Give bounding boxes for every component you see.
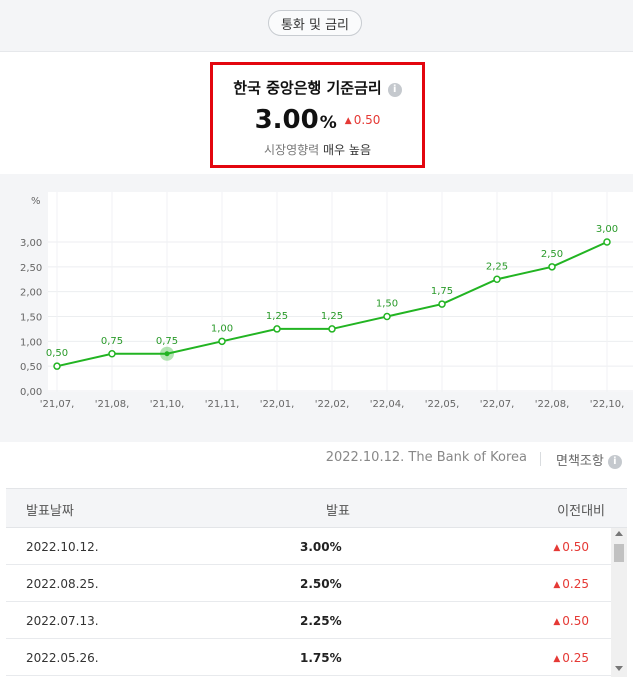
y-tick-label: 1,50 <box>20 313 42 324</box>
row-date: 2022.08.25. <box>26 577 99 591</box>
data-point <box>548 263 556 271</box>
table-row: 2022.08.25. 2.50% ▲ 0.25 <box>6 565 611 602</box>
x-tick-label: '22,10, <box>590 399 625 410</box>
info-icon[interactable]: i <box>387 83 402 97</box>
table-row: 2022.10.12. 3.00% ▲ 0.50 <box>6 528 611 565</box>
row-date: 2022.05.26. <box>26 651 99 665</box>
data-point <box>493 275 501 283</box>
rate-title-row: 한국 중앙은행 기준금리 i <box>213 77 422 98</box>
rate-unit: % <box>319 113 337 133</box>
data-point <box>383 312 391 321</box>
up-arrow-icon: ▲ <box>553 580 561 590</box>
data-point <box>164 351 170 357</box>
row-change: ▲ 0.50 <box>553 614 589 628</box>
history-table: 2022.10.12. 3.00% ▲ 0.50 2022.08.25. 2.50… <box>6 528 611 676</box>
row-change-value: 0.25 <box>562 577 589 591</box>
rate-value: 3.00 <box>254 105 319 135</box>
data-point <box>218 337 226 346</box>
category-pill-button[interactable]: 통화 및 금리 <box>268 10 362 36</box>
row-value: 2.25% <box>300 614 342 628</box>
data-label: 1,25 <box>266 311 288 322</box>
x-tick-label: '22,07, <box>480 399 515 410</box>
y-tick-label: 0,50 <box>20 362 42 373</box>
row-value: 2.50% <box>300 577 342 591</box>
y-tick-label: 2,50 <box>20 263 42 274</box>
table-row: 2022.05.26. 1.75% ▲ 0.25 <box>6 639 611 676</box>
x-tick-label: '21,11, <box>205 399 240 410</box>
row-change: ▲ 0.25 <box>553 577 589 591</box>
x-tick-label: '22,08, <box>535 399 570 410</box>
x-tick-label: '21,10, <box>150 399 185 410</box>
data-point <box>53 362 61 370</box>
x-tick-label: '22,01, <box>260 399 295 410</box>
data-label: 1,00 <box>211 323 233 334</box>
disclaimer-link[interactable]: 면책조항 i <box>556 450 622 469</box>
scroll-down-icon[interactable] <box>615 666 623 671</box>
header-change: 이전대비 <box>557 504 605 519</box>
data-label: 2,50 <box>541 249 563 260</box>
data-label: 1,75 <box>431 286 453 297</box>
market-influence-label: 시장영향력 <box>263 143 320 157</box>
disclaimer-label: 면책조항 <box>556 454 604 469</box>
rate-title: 한국 중앙은행 기준금리 <box>233 79 382 97</box>
rate-value-row: 3.00% ▲ 0.50 <box>213 105 422 135</box>
up-arrow-icon: ▲ <box>344 116 352 126</box>
data-point <box>108 350 116 358</box>
data-label: 0,75 <box>156 336 178 347</box>
data-point <box>328 325 336 333</box>
data-point <box>603 238 611 246</box>
row-change: ▲ 0.25 <box>553 651 589 665</box>
x-tick-label: '22,05, <box>425 399 460 410</box>
data-point <box>273 325 281 333</box>
data-label: 3,00 <box>596 224 618 235</box>
data-point <box>438 300 446 308</box>
scroll-thumb[interactable] <box>614 544 624 562</box>
x-tick-label: '21,07, <box>40 399 75 410</box>
header-value: 발표 <box>326 504 350 519</box>
row-value: 3.00% <box>300 540 342 554</box>
table-scrollbar[interactable] <box>611 528 627 677</box>
market-influence-level: 매우 높음 <box>323 143 371 157</box>
table-header: 발표날짜 발표 이전대비 <box>6 488 627 528</box>
base-rate-card: 한국 중앙은행 기준금리 i 3.00% ▲ 0.50 시장영향력 매우 높음 <box>210 62 425 168</box>
source-row: 2022.10.12. The Bank of Korea 면책조항 i <box>0 450 633 470</box>
x-tick-label: '21,08, <box>95 399 130 410</box>
row-change-value: 0.50 <box>562 540 589 554</box>
market-influence: 시장영향력 매우 높음 <box>213 141 422 158</box>
row-change-value: 0.25 <box>562 651 589 665</box>
x-tick-label: '22,02, <box>315 399 350 410</box>
data-label: 0,50 <box>46 348 68 359</box>
scroll-up-icon[interactable] <box>615 531 623 536</box>
row-value: 1.75% <box>300 651 342 665</box>
data-label: 1,50 <box>376 299 398 310</box>
x-tick-label: '22,04, <box>370 399 405 410</box>
header-date: 발표날짜 <box>26 504 74 519</box>
row-date: 2022.10.12. <box>26 540 99 554</box>
up-arrow-icon: ▲ <box>553 543 561 553</box>
table-row: 2022.07.13. 2.25% ▲ 0.50 <box>6 602 611 639</box>
chart-section: 0,00 0,50 1,00 1,50 2,00 2,50 3,00% '21,07, '21,… <box>0 174 633 442</box>
data-label: 0,75 <box>101 336 123 347</box>
source-text: 2022.10.12. The Bank of Korea <box>325 450 527 465</box>
row-date: 2022.07.13. <box>26 614 99 628</box>
rate-change: ▲ 0.50 <box>345 113 381 127</box>
up-arrow-icon: ▲ <box>553 617 561 627</box>
top-band: 통화 및 금리 <box>0 0 633 52</box>
info-icon[interactable]: i <box>607 455 622 469</box>
data-label: 1,25 <box>321 311 343 322</box>
y-tick-label: 0,00 <box>20 387 42 398</box>
rate-history-chart[interactable]: 0,00 0,50 1,00 1,50 2,00 2,50 3,00% '21,07, '21,… <box>0 174 633 442</box>
up-arrow-icon: ▲ <box>553 654 561 664</box>
row-change: ▲ 0.50 <box>553 540 589 554</box>
y-axis-label: % <box>31 196 41 207</box>
y-tick-label: 3,00 <box>20 238 42 249</box>
y-tick-label: 2,00 <box>20 288 42 299</box>
y-tick-label: 1,00 <box>20 337 42 348</box>
row-change-value: 0.50 <box>562 614 589 628</box>
rate-change-value: 0.50 <box>353 113 381 127</box>
divider <box>540 452 541 466</box>
data-label: 2,25 <box>486 261 508 272</box>
